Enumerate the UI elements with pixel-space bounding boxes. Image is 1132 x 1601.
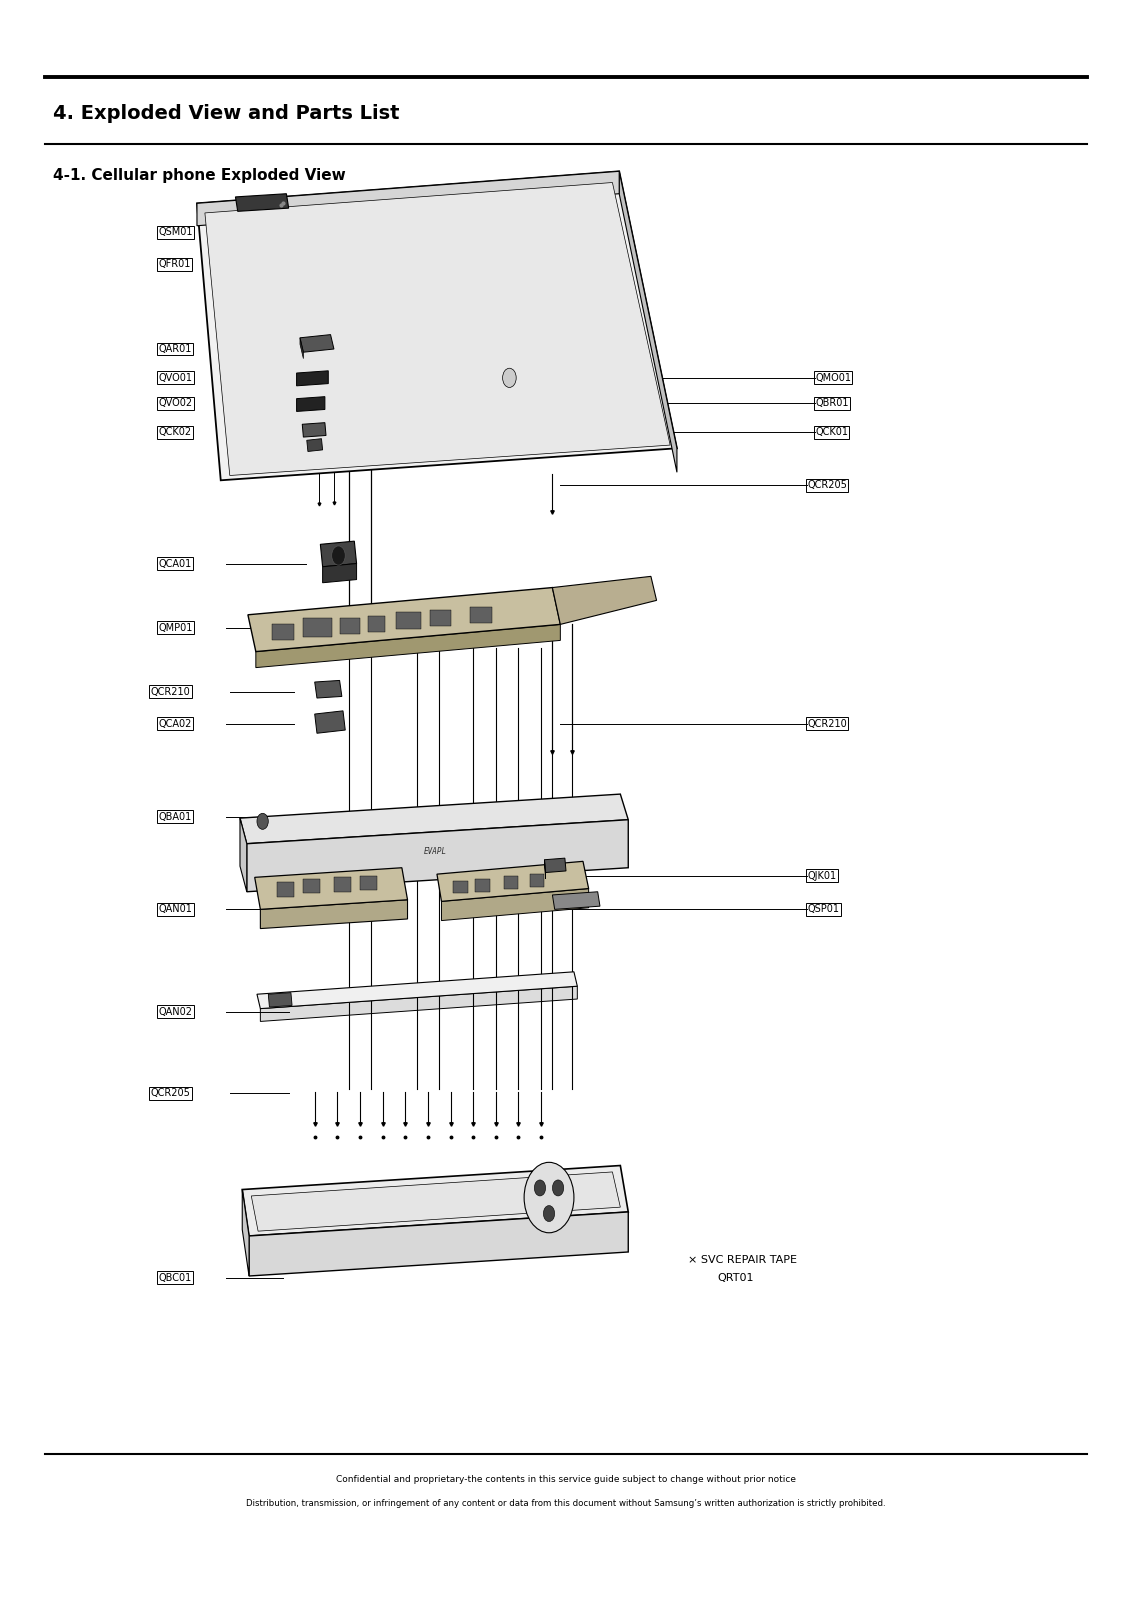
Polygon shape: [307, 439, 323, 451]
Bar: [303, 618, 332, 637]
Text: QSM01: QSM01: [158, 227, 192, 237]
Text: Confidential and proprietary-the contents in this service guide subject to chang: Confidential and proprietary-the content…: [336, 1475, 796, 1484]
Text: EVAPL: EVAPL: [424, 847, 447, 857]
Polygon shape: [197, 171, 677, 480]
Text: QCA02: QCA02: [158, 719, 191, 728]
Polygon shape: [315, 680, 342, 698]
Bar: [360, 876, 377, 890]
Text: QSP01: QSP01: [807, 905, 839, 914]
Text: QCK02: QCK02: [158, 427, 191, 437]
Text: QCK01: QCK01: [815, 427, 848, 437]
Polygon shape: [257, 972, 577, 1009]
Polygon shape: [544, 860, 546, 879]
Text: 4. Exploded View and Parts List: 4. Exploded View and Parts List: [53, 104, 400, 123]
Polygon shape: [552, 892, 600, 909]
Polygon shape: [242, 1166, 628, 1236]
Circle shape: [534, 1180, 546, 1196]
Text: Distribution, transmission, or infringement of any content or data from this doc: Distribution, transmission, or infringem…: [246, 1499, 886, 1508]
Polygon shape: [235, 194, 289, 211]
Polygon shape: [297, 397, 325, 411]
Bar: [272, 624, 294, 640]
Polygon shape: [300, 338, 303, 359]
Bar: [303, 879, 320, 893]
Text: QCR205: QCR205: [807, 480, 847, 490]
Polygon shape: [619, 171, 677, 472]
Polygon shape: [242, 1190, 249, 1276]
Bar: [277, 882, 294, 897]
Polygon shape: [260, 986, 577, 1021]
Polygon shape: [520, 419, 552, 434]
Polygon shape: [249, 1212, 628, 1276]
Text: QFR01: QFR01: [158, 259, 191, 269]
Circle shape: [552, 1180, 564, 1196]
Polygon shape: [320, 541, 357, 567]
Bar: [340, 618, 360, 634]
Bar: [334, 877, 351, 892]
Polygon shape: [205, 183, 670, 475]
Polygon shape: [302, 423, 326, 437]
Text: QAN02: QAN02: [158, 1007, 192, 1017]
Polygon shape: [247, 820, 628, 892]
Polygon shape: [251, 1172, 620, 1231]
Polygon shape: [255, 868, 408, 909]
Bar: [430, 610, 451, 626]
Polygon shape: [240, 794, 628, 844]
Polygon shape: [520, 391, 555, 405]
Polygon shape: [552, 576, 657, 624]
Text: QAN01: QAN01: [158, 905, 192, 914]
Text: QMP01: QMP01: [158, 623, 192, 632]
Polygon shape: [323, 564, 357, 583]
Bar: [504, 876, 518, 889]
Text: 4-1. Cellular phone Exploded View: 4-1. Cellular phone Exploded View: [53, 168, 346, 183]
Circle shape: [503, 368, 516, 387]
Polygon shape: [441, 889, 589, 921]
Text: QRT01: QRT01: [718, 1273, 754, 1282]
Text: QBR01: QBR01: [815, 399, 849, 408]
Bar: [470, 607, 492, 623]
Polygon shape: [256, 624, 560, 668]
Text: QCA01: QCA01: [158, 559, 191, 568]
Polygon shape: [268, 993, 292, 1007]
Polygon shape: [315, 711, 345, 733]
Text: QCR210: QCR210: [151, 687, 190, 696]
Text: QCR210: QCR210: [807, 719, 847, 728]
Text: QAR01: QAR01: [158, 344, 191, 354]
Polygon shape: [248, 588, 560, 652]
Bar: [530, 874, 544, 887]
Polygon shape: [544, 858, 566, 873]
Polygon shape: [437, 861, 589, 901]
Bar: [396, 612, 421, 629]
Circle shape: [543, 1206, 555, 1222]
Bar: [453, 881, 468, 893]
Text: QCR205: QCR205: [151, 1089, 190, 1098]
Bar: [368, 616, 385, 632]
Text: QVO01: QVO01: [158, 373, 192, 383]
Text: QBC01: QBC01: [158, 1273, 191, 1282]
Polygon shape: [300, 335, 334, 352]
Text: × SVC REPAIR TAPE: × SVC REPAIR TAPE: [688, 1255, 797, 1265]
Circle shape: [332, 546, 345, 565]
Polygon shape: [297, 371, 328, 386]
Polygon shape: [240, 818, 247, 892]
Polygon shape: [260, 900, 408, 929]
Circle shape: [524, 1162, 574, 1233]
Text: QVO02: QVO02: [158, 399, 192, 408]
Text: QMO01: QMO01: [815, 373, 851, 383]
Text: QJK01: QJK01: [807, 871, 837, 881]
Circle shape: [497, 360, 522, 395]
Bar: [475, 879, 490, 892]
Text: QBA01: QBA01: [158, 812, 191, 821]
Polygon shape: [197, 171, 619, 226]
Circle shape: [257, 813, 268, 829]
